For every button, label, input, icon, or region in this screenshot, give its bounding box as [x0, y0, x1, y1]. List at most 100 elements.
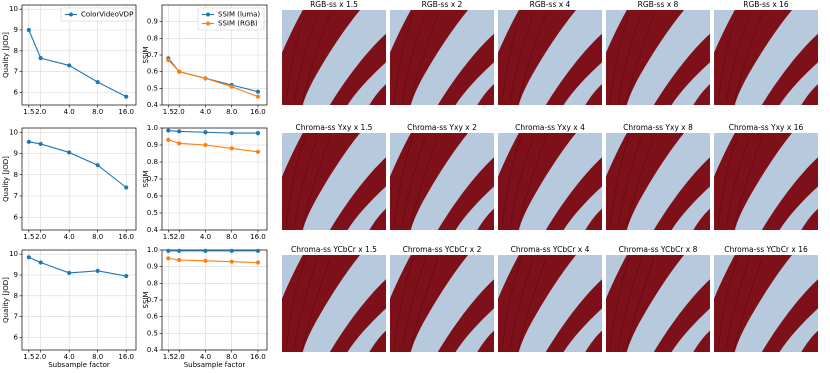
series-line: [28, 29, 127, 98]
x-tick-label: 1.5: [163, 353, 174, 361]
x-tick-label: 1.5: [163, 108, 174, 116]
x-axis-label: Subsample factor: [184, 361, 246, 369]
image-tile: [389, 254, 495, 353]
plot-frame: [161, 249, 268, 351]
x-tick-label: 8.0: [226, 233, 237, 241]
y-tick-label: 0.6: [147, 68, 159, 76]
plot-frame: [21, 249, 137, 351]
y-axis-label: Quality [JOD]: [2, 32, 10, 78]
legend-label: SSIM (RGB): [218, 20, 258, 28]
y-tick-label: 6: [14, 213, 19, 221]
y-tick-label: 0.8: [147, 158, 158, 166]
image-tile: [281, 9, 387, 106]
y-tick-label: 1.0: [147, 246, 158, 254]
panel-title: Chroma-ss YCbCr x 1.5: [291, 245, 377, 254]
point: [229, 146, 234, 151]
x-tick-label: 4.0: [64, 353, 75, 361]
y-tick-label: 9: [14, 271, 18, 279]
x-tick-label: 8.0: [92, 233, 103, 241]
y-tick-label: 9: [14, 26, 18, 34]
legend-marker: [206, 12, 210, 17]
x-tick-label: 4.0: [200, 108, 211, 116]
y-tick-label: 0.4: [147, 101, 159, 109]
image-tile: [605, 132, 711, 231]
image-tile: [497, 254, 603, 353]
point: [26, 27, 31, 33]
panel-title: Chroma-ss Yxy x 1.5: [296, 123, 373, 132]
image-tile: [281, 132, 387, 231]
y-axis-label: SSIM: [142, 292, 150, 309]
point: [38, 56, 43, 61]
y-tick-label: 0.9: [147, 141, 158, 149]
point: [203, 258, 208, 263]
image-tile: [497, 9, 603, 106]
x-tick-label: 16.0: [250, 233, 266, 241]
point: [166, 256, 171, 261]
y-axis-label: Quality [JOD]: [2, 277, 10, 323]
point: [177, 129, 182, 134]
y-tick-label: 6: [14, 89, 19, 97]
plot-frame: [21, 127, 137, 231]
x-tick-label: 2.0: [174, 353, 185, 361]
y-tick-label: 0.6: [147, 313, 159, 321]
series-line: [168, 130, 258, 134]
image-tile: [389, 132, 495, 231]
point: [67, 150, 72, 155]
y-tick-label: 7: [14, 313, 18, 321]
image-tile: [713, 132, 819, 231]
point: [166, 137, 171, 142]
panel-title: Chroma-ss YCbCr x 2: [403, 245, 482, 254]
y-tick-label: 1.0: [147, 124, 158, 132]
y-tick-label: 0.4: [147, 346, 159, 354]
y-tick-label: 0.5: [147, 329, 158, 337]
image-tile: [497, 132, 603, 231]
point: [124, 273, 129, 279]
point: [26, 255, 31, 260]
x-tick-label: 1.5: [23, 353, 34, 361]
legend-label: SSIM (luma): [218, 11, 260, 19]
y-tick-label: 0.4: [147, 226, 159, 234]
point: [67, 270, 72, 276]
y-tick-label: 6: [14, 334, 19, 342]
series-line: [168, 257, 258, 264]
legend-box: [197, 7, 265, 31]
point: [229, 84, 234, 89]
panel-title: Chroma-ss Yxy x 8: [623, 123, 693, 132]
point: [124, 94, 129, 99]
y-tick-label: 0.5: [147, 209, 158, 217]
y-axis-label: Quality [JOD]: [2, 156, 10, 202]
point: [177, 257, 182, 263]
image-tile: [605, 9, 711, 106]
y-tick-label: 10: [9, 5, 18, 13]
y-tick-label: 0.7: [147, 51, 158, 59]
panel-title: Chroma-ss YCbCr x 8: [619, 245, 698, 254]
point: [229, 259, 234, 264]
x-tick-label: 8.0: [226, 353, 237, 361]
point: [26, 139, 31, 144]
x-tick-label: 16.0: [118, 233, 134, 241]
point: [95, 163, 100, 168]
y-tick-label: 0.8: [147, 34, 158, 42]
x-tick-label: 16.0: [118, 108, 134, 116]
point: [255, 248, 261, 253]
panel-title: Chroma-ss Yxy x 4: [515, 123, 585, 132]
x-tick-label: 2.0: [35, 353, 46, 361]
y-tick-label: 0.5: [147, 84, 158, 92]
point: [177, 141, 182, 146]
x-tick-label: 1.5: [23, 233, 34, 241]
x-tick-label: 2.0: [35, 233, 46, 241]
x-tick-label: 1.5: [23, 108, 34, 116]
y-tick-label: 8: [14, 47, 18, 55]
plot-frame: [161, 4, 268, 106]
panel-title: Chroma-ss Yxy x 16: [729, 123, 804, 132]
x-axis-label: Subsample factor: [48, 361, 110, 369]
point: [67, 63, 72, 68]
point: [95, 268, 100, 273]
series-line: [167, 57, 259, 93]
point: [203, 142, 208, 148]
panel-title: RGB-ss x 4: [530, 0, 571, 9]
image-tile: [281, 254, 387, 353]
point: [38, 141, 43, 147]
point: [177, 248, 182, 253]
